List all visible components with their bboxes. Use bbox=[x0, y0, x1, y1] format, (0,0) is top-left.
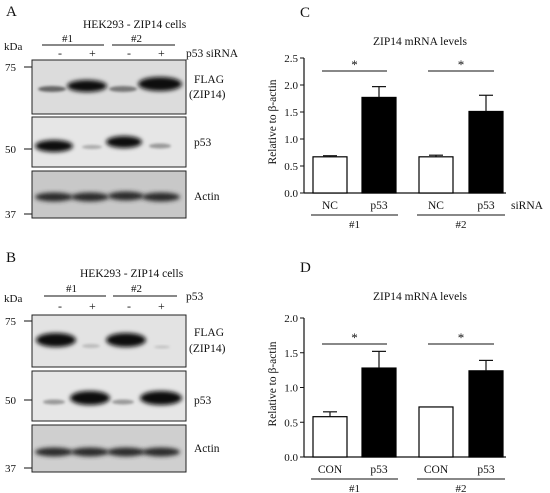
panel-c-y-tick-label: 2.0 bbox=[284, 80, 298, 92]
panel-d-y-tick-label: 2.0 bbox=[284, 313, 298, 325]
panel-d-y-tick-label: 1.0 bbox=[284, 383, 298, 395]
panel-a-marker-75: 75 bbox=[5, 62, 17, 74]
panel-a-flag-label: FLAG bbox=[194, 74, 224, 86]
panel-d-category-label: p53 bbox=[477, 464, 495, 476]
panel-a-lane-2-sign: + bbox=[89, 46, 96, 60]
panel-d-y-tick-label: 0.0 bbox=[284, 452, 298, 464]
panel-c-significance-star: * bbox=[458, 57, 465, 72]
panel-a-p53-label: p53 bbox=[194, 137, 212, 149]
panel-a-flag-blot bbox=[31, 59, 187, 115]
panel-d-title: ZIP14 mRNA levels bbox=[373, 291, 467, 303]
panel-c-ylabel: Relative to β-actin bbox=[267, 79, 279, 164]
panel-c-group-label: #1 bbox=[349, 219, 360, 231]
panel-d-category-label: CON bbox=[424, 464, 449, 476]
panel-b-group-1: #1 bbox=[66, 283, 77, 295]
panel-c-y-tick-label: 0.5 bbox=[284, 161, 298, 173]
panel-b-title: HEK293 - ZIP14 cells bbox=[80, 268, 184, 280]
panel-d-bar-chart: D ZIP14 mRNA levels Relative to β-actin … bbox=[267, 260, 506, 493]
panel-d-significance-star: * bbox=[351, 330, 358, 345]
panel-c-category-label: NC bbox=[428, 200, 444, 212]
panel-a-group-2: #2 bbox=[131, 33, 142, 45]
panel-c-bar-chart: C ZIP14 mRNA levels Relative to β-actin … bbox=[267, 5, 544, 231]
panel-c-y-tick-label: 2.5 bbox=[284, 53, 298, 65]
panel-b-p53-label: p53 bbox=[194, 395, 212, 407]
panel-c-xlabel: siRNA bbox=[511, 200, 544, 212]
panel-c-category-label: p53 bbox=[477, 200, 495, 212]
panel-b-treatment-label: p53 bbox=[186, 291, 204, 303]
panel-b-actin-blot bbox=[31, 424, 187, 473]
panel-c-bar bbox=[418, 156, 454, 194]
panel-a-group-1: #1 bbox=[62, 33, 73, 45]
panel-b-flag-label: FLAG bbox=[194, 327, 224, 339]
panel-a-actin-label: Actin bbox=[194, 191, 220, 203]
panel-d-y-tick-label: 0.5 bbox=[284, 417, 298, 429]
panel-a-title: HEK293 - ZIP14 cells bbox=[83, 19, 187, 31]
panel-d-letter: D bbox=[300, 260, 311, 276]
panel-c-bar bbox=[312, 156, 348, 194]
panel-a-marker-37: 37 bbox=[5, 209, 17, 221]
panel-b-marker-37: 37 bbox=[5, 463, 17, 475]
panel-c-group-label: #2 bbox=[456, 219, 467, 231]
panel-c-category-label: NC bbox=[322, 200, 338, 212]
panel-a-lane-3-sign: - bbox=[127, 46, 131, 60]
panel-b-letter: B bbox=[6, 250, 16, 266]
panel-d-ylabel: Relative to β-actin bbox=[267, 341, 279, 426]
panel-c-letter: C bbox=[300, 5, 310, 21]
panel-a-kda-label: kDa bbox=[4, 41, 22, 53]
panel-b-marker-50: 50 bbox=[5, 395, 17, 407]
panel-a-marker-50: 50 bbox=[5, 144, 17, 156]
panel-c-category-label: p53 bbox=[370, 200, 388, 212]
panel-d-category-label: p53 bbox=[370, 464, 388, 476]
panel-b-lane-1-sign: - bbox=[58, 299, 62, 313]
panel-b-flag-blot bbox=[31, 314, 187, 368]
panel-d-group-label: #2 bbox=[456, 483, 467, 493]
panel-a-western-blot: A HEK293 - ZIP14 cells kDa #1 #2 - + - +… bbox=[4, 4, 239, 221]
panel-d-bar bbox=[312, 416, 348, 458]
panel-b-actin-label: Actin bbox=[194, 443, 220, 455]
panel-c-y-tick-label: 1.0 bbox=[284, 134, 298, 146]
panel-c-title: ZIP14 mRNA levels bbox=[373, 36, 467, 48]
panel-a-letter: A bbox=[6, 4, 17, 20]
panel-a-lane-1-sign: - bbox=[58, 46, 62, 60]
panel-c-y-tick-label: 1.5 bbox=[284, 107, 298, 119]
panel-b-lane-4-sign: + bbox=[158, 299, 165, 313]
panel-c-significance-star: * bbox=[351, 57, 358, 72]
panel-b-lane-2-sign: + bbox=[89, 299, 96, 313]
panel-b-lane-3-sign: - bbox=[127, 299, 131, 313]
panel-c-y-tick-label: 0.0 bbox=[284, 188, 298, 200]
panel-c-bar bbox=[361, 96, 397, 194]
panel-a-treatment-label: p53 siRNA bbox=[186, 48, 239, 60]
panel-b-p53-blot bbox=[31, 370, 187, 422]
panel-b-marker-75: 75 bbox=[5, 316, 17, 328]
panel-a-p53-blot bbox=[31, 116, 187, 168]
panel-d-y-tick-label: 1.5 bbox=[284, 348, 298, 360]
panel-d-significance-star: * bbox=[458, 330, 465, 345]
panel-a-actin-blot bbox=[31, 170, 187, 219]
panel-a-lane-4-sign: + bbox=[158, 46, 165, 60]
panel-d-group-label: #1 bbox=[349, 483, 360, 493]
panel-b-flag-label-sub: (ZIP14) bbox=[189, 343, 226, 355]
panel-b-kda-label: kDa bbox=[4, 293, 22, 305]
panel-d-bar bbox=[468, 370, 504, 458]
panel-b-western-blot: B HEK293 - ZIP14 cells kDa #1 #2 - + - +… bbox=[4, 250, 226, 475]
panel-c-bar bbox=[468, 110, 504, 194]
panel-d-category-label: CON bbox=[318, 464, 343, 476]
panel-b-group-2: #2 bbox=[131, 283, 142, 295]
panel-a-flag-label-sub: (ZIP14) bbox=[189, 89, 226, 101]
panel-d-bar bbox=[361, 367, 397, 458]
panel-d-bar bbox=[418, 406, 454, 458]
